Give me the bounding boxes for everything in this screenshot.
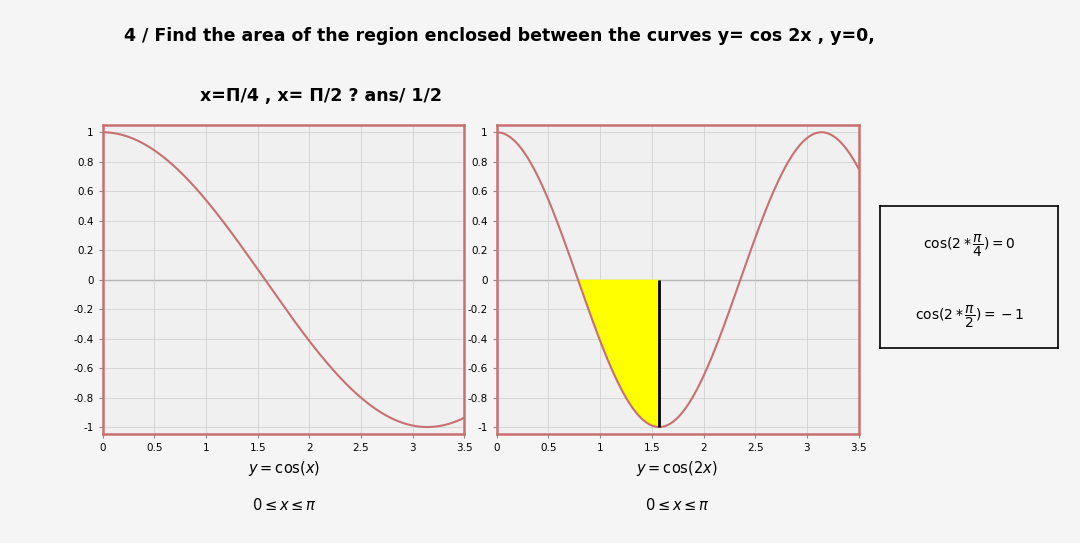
Text: x=Π/4 , x= Π/2 ? ans/ 1/2: x=Π/4 , x= Π/2 ? ans/ 1/2 xyxy=(200,87,442,105)
Text: 4 / Find the area of the region enclosed between the curves y= cos 2x , y=0,: 4 / Find the area of the region enclosed… xyxy=(124,27,875,45)
Text: $0 \leq x \leq \pi$: $0 \leq x \leq \pi$ xyxy=(252,497,316,513)
Text: $y = \cos(2x)$: $y = \cos(2x)$ xyxy=(636,459,718,478)
Text: $\cos(2*\dfrac{\pi}{4}) = 0$: $\cos(2*\dfrac{\pi}{4}) = 0$ xyxy=(923,233,1015,259)
Text: $\cos(2*\dfrac{\pi}{2}) = -1$: $\cos(2*\dfrac{\pi}{2}) = -1$ xyxy=(915,304,1024,330)
Text: $y = \cos(x)$: $y = \cos(x)$ xyxy=(248,459,320,478)
Text: $0 \leq x \leq \pi$: $0 \leq x \leq \pi$ xyxy=(645,497,710,513)
